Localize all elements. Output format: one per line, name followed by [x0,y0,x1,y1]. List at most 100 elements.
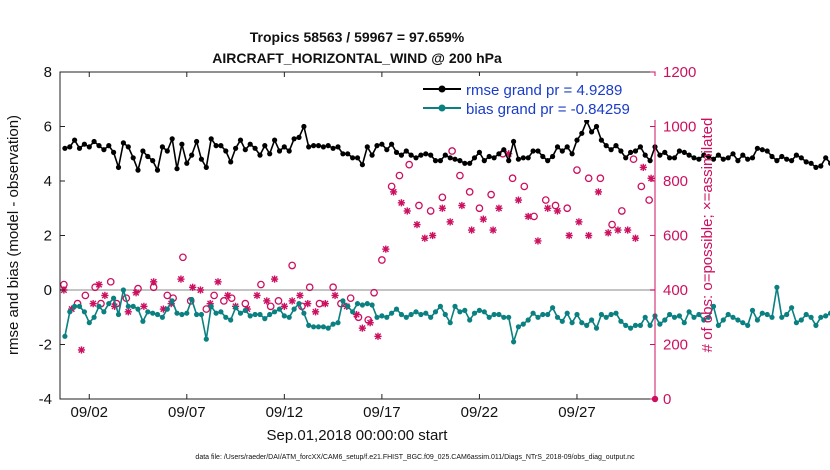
y-right-tick-label: 600 [663,228,688,245]
bias-point [389,310,395,316]
rmse-point [96,143,102,149]
rmse-point [291,136,297,142]
bias-point [691,314,697,320]
rmse-point [384,147,390,153]
rmse-point [272,137,278,143]
rmse-point [345,151,351,157]
bias-point [233,305,239,311]
bias-point [418,311,424,318]
bias-point [481,309,487,315]
obs-possible-marker [617,207,626,215]
rmse-point [579,130,585,136]
bias-point [403,314,409,320]
bias-point [813,322,819,328]
bias-point [301,310,307,316]
obs-assimilated-marker [321,300,329,308]
bias-point [276,306,283,312]
x-tick-label: 09/12 [266,404,304,421]
obs-possible-marker [346,294,355,303]
obs-assimilated-marker [421,234,429,242]
bias-point [647,322,653,328]
obs-assimilated-marker [140,302,148,310]
bias-point [515,324,522,330]
rmse-point [135,167,141,173]
rmse-point [413,155,419,161]
obs-possible-marker [91,283,99,292]
rmse-point [120,140,126,146]
bias-point [423,310,429,316]
obs-assimilated-marker [253,291,261,300]
obs-assimilated-stroke [575,218,583,226]
bias-point [754,317,761,323]
bias-point [67,309,73,315]
bias-point [194,311,200,318]
rmse-point [535,148,541,154]
rmse-point [530,148,536,154]
bias-point [213,310,219,316]
rmse-point [642,152,648,158]
rmse-point [330,145,336,151]
y-left-tick-label: 4 [44,173,52,190]
obs-assimilated-marker [458,201,466,210]
bias-point [725,311,731,318]
rmse-point [452,156,458,162]
obs-assimilated-marker [374,332,382,340]
bias-point [81,309,87,315]
bias-point [428,314,434,320]
rmse-point [676,148,683,154]
rmse-point [593,123,600,130]
obs-assimilated-stroke [271,275,278,283]
rmse-point [632,148,639,154]
bias-point [364,301,370,307]
obs-assimilated-stroke [366,319,374,326]
rmse-point [267,151,273,157]
rmse-point [623,155,629,161]
bias-point [457,309,463,315]
obs-possible-marker [438,193,447,202]
bias-point [574,311,580,318]
bias-point [501,314,507,320]
rmse-point [437,158,443,164]
obs-assimilated-marker [647,174,655,182]
bias-point [184,310,190,316]
rmse-point [701,152,707,158]
rmse-point [364,144,370,150]
obs-assimilated-marker [553,207,562,215]
y-axis-left-label: rmse and bias (model - observation) [5,115,22,355]
bias-point [218,309,224,315]
rmse-point [813,164,819,170]
rmse-point [408,152,414,158]
bias-point [603,314,609,320]
rmse-point [628,149,634,155]
rmse-point [374,143,380,149]
rmse-point [554,144,561,150]
obs-possible-marker [629,155,638,164]
bias-point [281,313,287,319]
obs-assimilated-stroke [296,292,304,299]
bias-point [315,324,322,330]
obs-assimilated-stroke [331,292,339,299]
bias-point [642,314,648,320]
bias-point [671,314,678,320]
rmse-point [740,152,746,158]
rmse-point [476,149,482,155]
bias-point [330,321,336,327]
rmse-point [423,151,429,157]
rmse-point [589,129,595,135]
obs-assimilated-marker [280,302,288,310]
obs-assimilated-stroke [125,308,132,315]
obs-assimilated-stroke [624,226,631,234]
bias-point [291,306,297,312]
rmse-point [710,156,717,162]
rmse-point [379,141,385,147]
rmse-point [145,153,151,160]
bias-point [462,307,468,313]
bias-point [120,287,126,293]
rmse-point [393,149,400,155]
rmse-point [754,145,761,151]
bias-point [408,311,414,318]
bias-point [350,309,356,315]
obs-assimilated-stroke [353,311,360,318]
rmse-point [106,143,112,149]
